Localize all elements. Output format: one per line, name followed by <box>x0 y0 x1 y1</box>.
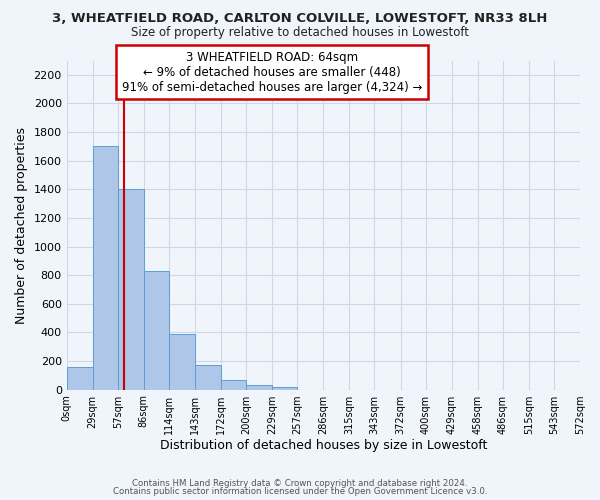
Bar <box>246 386 272 390</box>
Bar <box>195 366 221 390</box>
Y-axis label: Number of detached properties: Number of detached properties <box>15 126 28 324</box>
Text: Contains public sector information licensed under the Open Government Licence v3: Contains public sector information licen… <box>113 487 487 496</box>
Bar <box>118 190 144 390</box>
Bar <box>221 380 246 390</box>
Text: 3, WHEATFIELD ROAD, CARLTON COLVILLE, LOWESTOFT, NR33 8LH: 3, WHEATFIELD ROAD, CARLTON COLVILLE, LO… <box>52 12 548 26</box>
Bar <box>144 271 169 390</box>
Text: 3 WHEATFIELD ROAD: 64sqm
← 9% of detached houses are smaller (448)
91% of semi-d: 3 WHEATFIELD ROAD: 64sqm ← 9% of detache… <box>122 50 422 94</box>
X-axis label: Distribution of detached houses by size in Lowestoft: Distribution of detached houses by size … <box>160 440 487 452</box>
Bar <box>92 146 118 390</box>
Text: Contains HM Land Registry data © Crown copyright and database right 2024.: Contains HM Land Registry data © Crown c… <box>132 478 468 488</box>
Text: Size of property relative to detached houses in Lowestoft: Size of property relative to detached ho… <box>131 26 469 39</box>
Bar <box>67 366 92 390</box>
Bar <box>272 386 298 390</box>
Bar <box>169 334 195 390</box>
